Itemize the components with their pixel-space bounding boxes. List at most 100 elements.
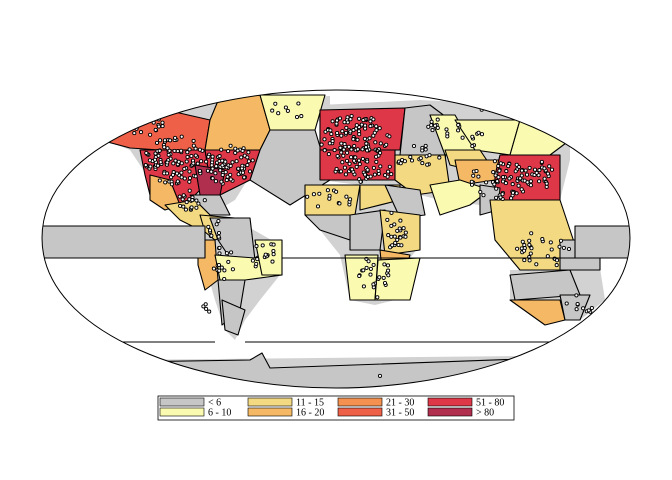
site-marker [341, 153, 346, 158]
site-marker [374, 124, 379, 129]
site-marker [185, 154, 190, 160]
region-ocean-equatorial [42, 225, 206, 259]
site-marker [228, 177, 233, 182]
site-marker [549, 167, 555, 172]
site-marker [354, 123, 359, 128]
site-marker [387, 164, 392, 169]
legend-label: > 80 [476, 408, 494, 419]
site-marker [554, 263, 559, 268]
site-marker [254, 244, 259, 249]
region-arctic-canada [259, 94, 326, 131]
site-marker [514, 162, 519, 167]
site-marker [357, 162, 362, 167]
site-marker [359, 122, 364, 127]
site-marker [399, 243, 404, 248]
site-marker [341, 147, 346, 152]
site-marker [322, 137, 327, 142]
site-marker [344, 125, 349, 130]
site-marker [191, 161, 196, 166]
site-marker [344, 194, 349, 199]
site-marker [129, 126, 134, 131]
site-marker [397, 226, 402, 231]
region-australia-south [509, 299, 566, 326]
site-marker [398, 235, 403, 240]
site-marker [158, 160, 163, 165]
site-marker [494, 186, 499, 191]
site-marker [528, 251, 533, 256]
site-marker [204, 306, 209, 311]
site-marker [190, 198, 195, 203]
site-marker [177, 194, 182, 199]
site-marker [529, 246, 534, 251]
site-marker [355, 137, 360, 142]
site-marker [374, 159, 379, 164]
site-marker [234, 159, 239, 164]
site-marker [216, 230, 222, 236]
site-marker [348, 117, 353, 122]
site-marker [273, 101, 278, 106]
site-marker [185, 150, 190, 155]
site-marker [181, 193, 186, 198]
site-marker [372, 130, 377, 135]
site-marker [168, 138, 173, 143]
map-panel [42, 94, 630, 388]
site-marker [210, 154, 215, 159]
site-marker [366, 259, 371, 264]
site-marker [206, 224, 211, 229]
site-marker [285, 108, 290, 113]
site-marker [513, 169, 518, 174]
legend-label: < 6 [208, 398, 221, 409]
site-marker [217, 245, 222, 250]
site-marker [506, 164, 511, 169]
site-marker [519, 187, 524, 192]
region-australia-se [559, 294, 591, 321]
legend-label: 6 - 10 [208, 408, 231, 419]
site-marker [382, 262, 387, 267]
site-marker [383, 173, 388, 178]
site-marker [525, 180, 530, 185]
site-marker [152, 157, 158, 162]
site-marker [147, 158, 152, 163]
site-marker [384, 142, 389, 147]
site-marker [522, 258, 527, 263]
site-marker [503, 181, 508, 186]
site-marker [372, 172, 377, 177]
site-marker [403, 234, 408, 239]
site-marker [196, 201, 201, 206]
site-marker [175, 149, 180, 154]
site-marker [528, 179, 533, 184]
site-marker [386, 233, 391, 238]
site-marker [173, 135, 178, 140]
site-marker [365, 159, 370, 164]
site-marker [204, 159, 209, 164]
site-marker [581, 306, 586, 311]
site-marker [162, 171, 167, 176]
site-marker [537, 168, 542, 173]
site-marker [214, 222, 219, 227]
site-marker [377, 373, 383, 378]
site-marker [211, 266, 216, 271]
legend-swatch [337, 397, 383, 407]
site-marker [363, 145, 369, 150]
site-marker [335, 130, 340, 136]
site-marker [343, 172, 348, 177]
site-marker [351, 128, 356, 133]
site-marker [392, 234, 397, 239]
site-marker [389, 210, 394, 215]
site-marker [539, 159, 544, 164]
site-marker [329, 131, 334, 137]
site-marker [330, 139, 335, 144]
site-marker [385, 217, 390, 222]
site-marker [220, 163, 225, 168]
site-marker [491, 170, 496, 175]
site-marker [334, 189, 339, 194]
site-marker [171, 161, 176, 166]
site-marker [375, 295, 380, 300]
site-marker [339, 133, 344, 138]
site-marker [498, 195, 503, 200]
site-marker [276, 111, 281, 116]
region-patagonia [221, 299, 246, 336]
site-marker [368, 119, 373, 124]
site-marker [534, 262, 539, 267]
